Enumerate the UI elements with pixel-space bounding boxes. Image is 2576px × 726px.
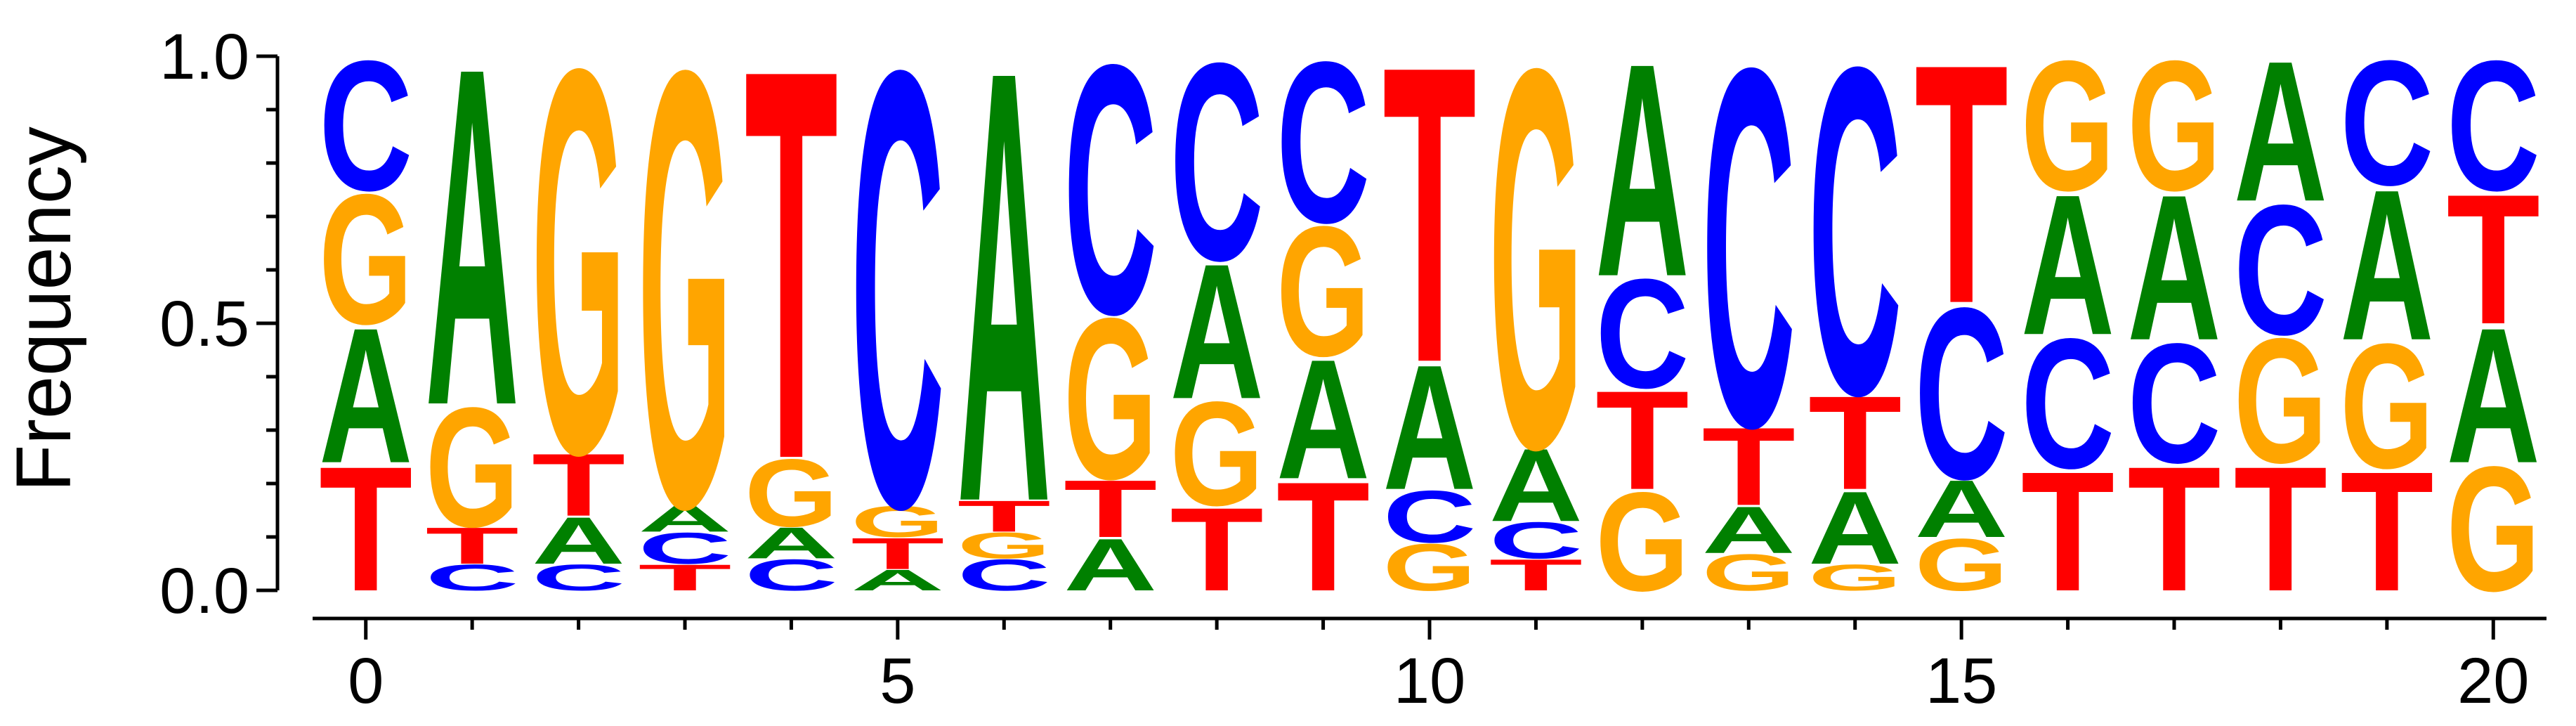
glyph-G-pos-19: G [2340, 306, 2433, 506]
glyph-G-pos-6: G [957, 525, 1051, 566]
glyph-C-pos-10: C [1382, 475, 1476, 558]
glyph-T-pos-3: T [638, 557, 731, 598]
glyph-T-pos-5: T [851, 529, 944, 579]
glyph-C-pos-4: C [745, 550, 838, 600]
glyph-T-pos-0: T [319, 430, 412, 629]
glyph-T-pos-6: T [957, 492, 1051, 542]
glyph-T-pos-14: T [1808, 369, 1902, 518]
glyph-T-pos-15: T [1915, 0, 2008, 375]
x-tick-label: 10 [1394, 645, 1465, 717]
y-axis-label-group: Frequency [1, 127, 87, 492]
x-tick-label: 5 [880, 645, 915, 717]
glyph-C-pos-19: C [2340, 23, 2433, 222]
glyph-G-pos-10: G [1382, 531, 1476, 605]
glyph-A-pos-17: A [2127, 152, 2221, 384]
glyph-A-pos-5: A [851, 564, 944, 597]
glyph-G-pos-2: G [532, 0, 625, 568]
glyph-C-pos-7: C [1064, 0, 1157, 388]
glyph-A-pos-6: A [957, 0, 1051, 631]
y-tick-label: 1.0 [159, 21, 249, 93]
glyph-T-pos-2: T [532, 435, 625, 534]
glyph-C-pos-14: C [1808, 0, 1902, 493]
glyph-A-pos-3: A [638, 498, 731, 540]
glyph-T-pos-17: T [2127, 430, 2221, 629]
glyph-G-pos-11: G [1489, 0, 1583, 562]
y-tick-label: 0.0 [159, 555, 249, 627]
glyph-C-pos-3: C [638, 524, 731, 573]
glyph-A-pos-7: A [1064, 523, 1157, 606]
glyph-T-pos-7: T [1064, 464, 1157, 555]
glyph-G-pos-14: G [1808, 557, 1902, 598]
glyph-C-pos-12: C [1595, 247, 1689, 421]
glyph-G-pos-1: G [426, 372, 519, 563]
glyph-C-pos-0: C [319, 22, 412, 229]
glyph-C-pos-9: C [1276, 15, 1370, 271]
glyph-C-pos-18: C [2234, 167, 2327, 374]
glyph-A-pos-1: A [426, 0, 519, 506]
glyph-A-pos-19: A [2340, 144, 2433, 385]
glyph-T-pos-1: T [426, 517, 519, 575]
glyph-A-pos-18: A [2234, 20, 2327, 243]
glyph-A-pos-8: A [1170, 223, 1264, 439]
glyph-C-pos-5: C [851, 0, 944, 637]
glyph-T-pos-11: T [1489, 550, 1583, 600]
glyph-A-pos-20: A [2447, 287, 2540, 503]
glyph-G-pos-12: G [1595, 462, 1689, 621]
glyph-G-pos-5: G [851, 497, 944, 547]
glyph-G-pos-9: G [1276, 188, 1370, 395]
glyph-A-pos-4: A [745, 518, 838, 568]
glyph-T-pos-18: T [2234, 430, 2327, 629]
glyph-T-pos-19: T [2340, 436, 2433, 626]
x-tick-label: 20 [2457, 645, 2529, 717]
glyph-A-pos-11: A [1489, 428, 1583, 543]
glyph-A-pos-10: A [1382, 328, 1476, 526]
x-tick-label: 15 [1926, 645, 1997, 717]
glyph-G-pos-4: G [745, 439, 838, 547]
glyph-T-pos-12: T [1595, 362, 1689, 519]
glyph-T-pos-8: T [1170, 484, 1264, 616]
glyph-C-pos-16: C [2021, 301, 2114, 507]
glyph-C-pos-11: C [1489, 512, 1583, 570]
glyph-G-pos-0: G [319, 157, 412, 363]
glyph-A-pos-12: A [1595, 1, 1689, 340]
glyph-G-pos-18: G [2234, 301, 2327, 500]
glyph-C-pos-13: C [1702, 0, 1796, 533]
glyph-T-pos-20: T [2447, 156, 2540, 363]
glyph-C-pos-8: C [1170, 4, 1264, 319]
glyph-G-pos-13: G [1702, 543, 1796, 601]
glyph-G-pos-20: G [2447, 429, 2540, 628]
glyph-C-pos-1: C [426, 557, 519, 598]
glyph-T-pos-9: T [1276, 449, 1370, 623]
x-tick-label: 0 [348, 645, 384, 717]
glyph-T-pos-10: T [1382, 0, 1476, 450]
axis-layer: 0.0 0.5 1.0 0 5 10 15 20 [159, 21, 2546, 717]
glyph-A-pos-13: A [1702, 493, 1796, 567]
glyph-G-pos-7: G [1064, 271, 1157, 528]
y-tick-label: 0.5 [159, 288, 249, 360]
glyph-A-pos-16: A [2021, 153, 2114, 377]
glyph-T-pos-4: T [745, 0, 838, 576]
glyph-T-pos-16: T [2021, 436, 2114, 626]
glyph-C-pos-6: C [957, 550, 1051, 600]
glyph-C-pos-20: C [2447, 22, 2540, 229]
glyph-C-pos-2: C [532, 557, 625, 598]
glyph-A-pos-15: A [1915, 463, 2008, 555]
glyph-G-pos-3: G [638, 0, 731, 637]
glyph-A-pos-14: A [1808, 470, 1902, 585]
glyph-A-pos-2: A [532, 504, 625, 578]
glyph-T-pos-13: T [1702, 405, 1796, 529]
glyph-A-pos-0: A [319, 287, 412, 503]
glyph-C-pos-17: C [2127, 308, 2221, 498]
glyph-G-pos-16: G [2021, 23, 2114, 230]
glyph-G-pos-15: G [1915, 524, 2008, 607]
glyph-A-pos-9: A [1276, 324, 1370, 514]
y-axis-label: Frequency [1, 127, 87, 492]
glyph-C-pos-15: C [1915, 258, 2008, 531]
glyph-G-pos-17: G [2127, 23, 2221, 230]
glyph-G-pos-8: G [1170, 370, 1264, 536]
